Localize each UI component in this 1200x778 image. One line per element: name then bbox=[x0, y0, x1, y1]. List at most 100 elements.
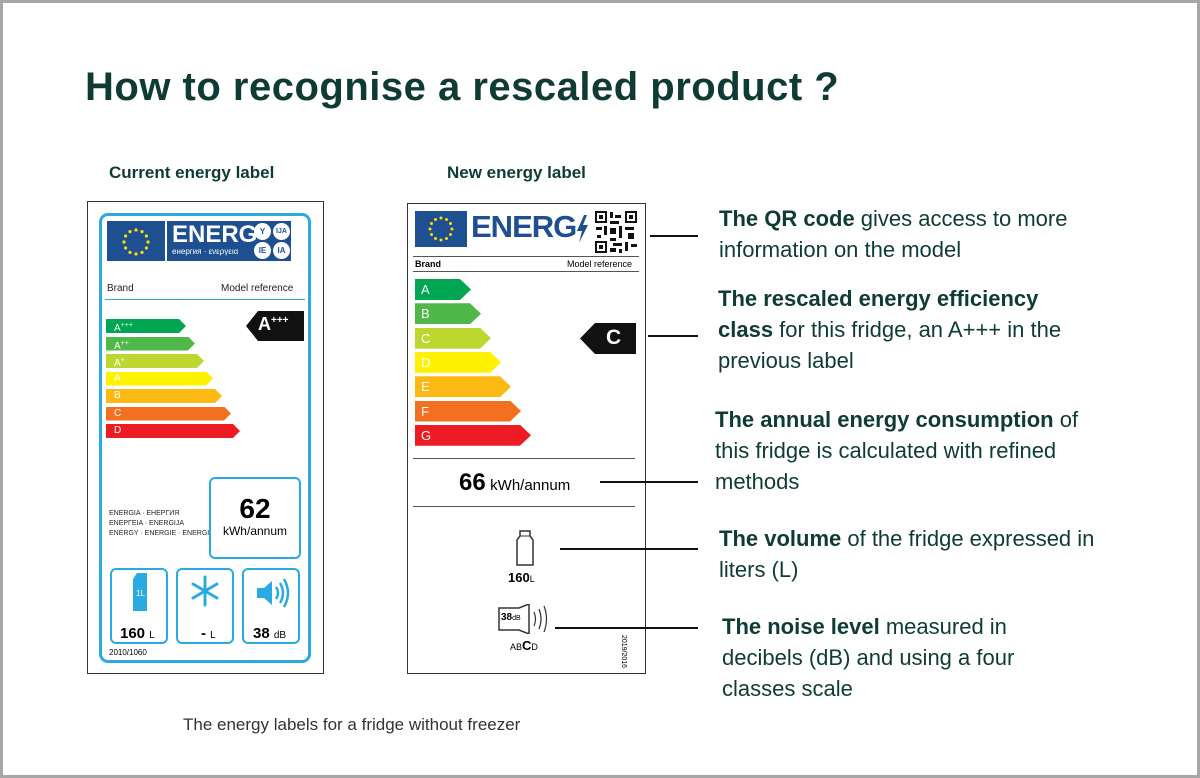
class-arrow: G bbox=[415, 425, 531, 446]
annotation: The volume of the fridge expressed in li… bbox=[719, 523, 1139, 585]
class-letter: D bbox=[114, 425, 122, 436]
annotation-bold: The volume bbox=[719, 526, 842, 551]
current-consumption-unit: kWh/annum bbox=[222, 524, 288, 538]
lang-code: Y bbox=[254, 223, 271, 240]
annotation: The QR code gives access to more informa… bbox=[719, 203, 1139, 265]
languages: ENERGIA · ЕНЕРГИЯ ΕΝΕΡΓΕΙΑ · ENERGIJA EN… bbox=[109, 509, 209, 539]
noise-box bbox=[242, 568, 300, 644]
noise-class: A bbox=[510, 642, 517, 652]
language-line: ENERGIA · ЕНЕРГИЯ bbox=[109, 510, 180, 517]
consumption-unit: kWh/annum bbox=[490, 477, 571, 494]
class-arrow: B bbox=[415, 303, 481, 324]
new-consumption: 66 kWh/annum bbox=[459, 469, 570, 497]
new-label bbox=[407, 203, 646, 674]
volume-unit: L bbox=[149, 630, 155, 641]
current-freezer: - L bbox=[201, 625, 216, 642]
lang-code: IJA bbox=[273, 223, 290, 240]
current-label bbox=[87, 201, 324, 674]
current-regulation: 2010/1060 bbox=[109, 648, 147, 657]
new-volume: 160L bbox=[508, 570, 535, 585]
noise-classes: ABCD bbox=[510, 638, 538, 653]
new-heading: New energy label bbox=[447, 163, 586, 182]
new-noise: 38dB bbox=[501, 612, 521, 623]
current-brand: Brand bbox=[107, 283, 134, 294]
new-brand: Brand bbox=[415, 259, 442, 269]
class-arrow: C bbox=[106, 407, 231, 421]
current-heading: Current energy label bbox=[109, 163, 275, 182]
consumption-box bbox=[209, 477, 301, 559]
annotation-bold: The noise level bbox=[722, 614, 880, 639]
noise-value: 38 bbox=[501, 612, 513, 623]
current-logo: ENERG bbox=[172, 221, 258, 248]
annotation-text: for this fridge, an A+++ in the previous… bbox=[718, 317, 1062, 373]
language-line: ΕΝΕΡΓΕΙΑ · ENERGIJA bbox=[109, 520, 185, 527]
title: How to recognise a rescaled product ? bbox=[85, 65, 840, 109]
eu-flag bbox=[415, 211, 467, 247]
freezer-value: - bbox=[201, 625, 206, 642]
class-arrow: B bbox=[106, 389, 222, 403]
noise-class-active: C bbox=[522, 638, 532, 653]
noise-icon bbox=[498, 604, 548, 634]
lang-code: IE bbox=[254, 242, 271, 259]
annotation-text: gives access to more information on the … bbox=[719, 206, 1068, 262]
carton-icon bbox=[133, 573, 147, 611]
divider bbox=[105, 299, 305, 300]
class-letter: A bbox=[114, 372, 121, 384]
current-consumption: 62 bbox=[239, 493, 271, 524]
divider bbox=[413, 458, 635, 459]
class-letter: C bbox=[114, 407, 122, 419]
noise-unit: dB bbox=[512, 615, 521, 622]
annotation: The annual energy consumption of this fr… bbox=[715, 404, 1105, 497]
class-arrow: D bbox=[106, 424, 240, 438]
snowflake-icon bbox=[191, 575, 219, 607]
qr-code bbox=[595, 211, 637, 253]
current-logo-sub: енергия · ενεργεια bbox=[172, 247, 239, 256]
eu-flag bbox=[107, 221, 165, 261]
divider bbox=[413, 256, 639, 257]
class-sup: ++ bbox=[120, 339, 129, 347]
freezer-box bbox=[176, 568, 234, 644]
current-noise: 38 dB bbox=[253, 625, 286, 642]
class-arrow: E bbox=[415, 376, 511, 397]
current-volume: 160 L bbox=[120, 625, 155, 642]
carton-label: 1L bbox=[136, 589, 145, 598]
current-rating-arrow bbox=[246, 311, 304, 341]
current-frame bbox=[99, 213, 311, 663]
class-arrow: A bbox=[415, 279, 471, 300]
volume-box bbox=[110, 568, 168, 644]
current-rating: A+++ bbox=[258, 314, 289, 335]
volume-value: 160 bbox=[508, 570, 530, 585]
volume-value: 160 bbox=[120, 625, 146, 642]
current-model: Model reference bbox=[221, 283, 294, 294]
class-letter: B bbox=[114, 390, 121, 401]
class-sup: + bbox=[120, 357, 125, 364]
class-arrow: F bbox=[415, 401, 521, 422]
lightning-icon bbox=[577, 215, 588, 243]
class-letter: A bbox=[114, 340, 121, 352]
fridge-icon bbox=[516, 530, 534, 566]
speaker-icon bbox=[257, 578, 290, 608]
new-rating: C bbox=[606, 326, 622, 349]
consumption-value: 66 bbox=[459, 469, 486, 496]
rating-sup: +++ bbox=[271, 315, 289, 326]
class-arrow: D bbox=[415, 352, 501, 373]
class-arrow: A+ bbox=[106, 354, 204, 368]
annotation-text: of this fridge is calculated with refine… bbox=[715, 407, 1079, 494]
new-model: Model reference bbox=[567, 259, 633, 269]
noise-unit: dB bbox=[273, 630, 287, 641]
class-arrow: C bbox=[415, 328, 491, 349]
noise-class: D bbox=[531, 642, 538, 652]
connectors bbox=[555, 235, 698, 629]
caption: The energy labels for a fridge without f… bbox=[183, 715, 521, 734]
divider bbox=[413, 506, 635, 507]
annotation: The noise level measured in decibels (dB… bbox=[722, 611, 1072, 704]
annotation-text: measured in decibels (dB) and using a fo… bbox=[722, 614, 1015, 701]
rating-letter: A bbox=[258, 314, 271, 334]
noise-class: B bbox=[516, 642, 523, 652]
freezer-unit: L bbox=[210, 630, 216, 641]
volume-unit: L bbox=[529, 574, 535, 584]
annotation-bold: The rescaled energy efficiency class bbox=[718, 286, 1039, 342]
annotation-bold: The QR code bbox=[719, 206, 855, 231]
divider bbox=[413, 271, 639, 272]
